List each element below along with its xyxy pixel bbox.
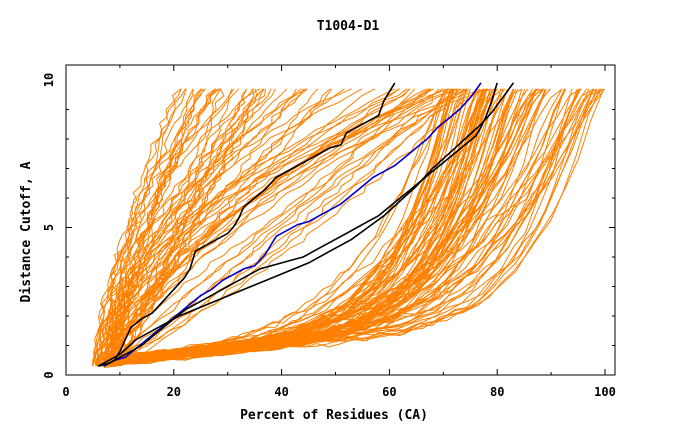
x-tick-label: 100 <box>594 385 616 399</box>
model-curve <box>103 88 456 359</box>
model-curve <box>104 88 440 367</box>
y-axis-label: Distance Cutoff, A <box>19 161 34 302</box>
x-tick-label: 60 <box>382 385 396 399</box>
model-curve <box>102 88 435 367</box>
x-tick-label: 0 <box>62 385 69 399</box>
chart-title: T1004-D1 <box>317 19 380 34</box>
model-curve <box>112 88 345 367</box>
model-curve <box>103 88 477 362</box>
highlight-series-group <box>97 82 515 367</box>
model-curve <box>110 88 264 367</box>
model-curve <box>91 88 353 367</box>
model-curve <box>103 88 578 367</box>
model-curve <box>105 88 182 367</box>
model-curve <box>103 88 545 365</box>
x-tick-label: 20 <box>167 385 181 399</box>
model-curve <box>106 88 465 367</box>
x-tick-label: 80 <box>490 385 504 399</box>
x-axis-label: Percent of Residues (CA) <box>240 408 428 423</box>
model-curve <box>118 88 225 367</box>
model-curve <box>103 88 539 358</box>
model-curve <box>103 88 446 367</box>
y-tick-label: 10 <box>42 73 56 87</box>
model-curve <box>92 88 400 367</box>
y-tick-label: 5 <box>42 224 56 231</box>
model-curve <box>93 88 203 367</box>
model-curve <box>116 88 207 367</box>
model-curve <box>103 88 544 364</box>
model-curve <box>111 88 432 367</box>
axis-ticks: 0 20 40 60 80 100 0 5 10 <box>42 65 616 399</box>
model-curve <box>110 88 396 367</box>
model-curve <box>115 88 453 367</box>
highlight-curve-black <box>98 82 498 367</box>
x-tick-label: 40 <box>274 385 288 399</box>
model-curve <box>106 88 408 367</box>
model-curve <box>103 88 467 358</box>
model-curve <box>102 88 219 367</box>
model-curve <box>96 88 458 367</box>
highlight-curve-black <box>97 82 515 367</box>
model-curve <box>100 88 450 367</box>
model-curve <box>118 88 467 367</box>
plot-frame <box>65 64 616 376</box>
orange-series-group <box>91 88 605 368</box>
y-tick-label: 0 <box>42 371 56 378</box>
model-curve <box>103 88 601 360</box>
highlight-curve-black <box>103 82 396 367</box>
model-curve <box>100 88 430 367</box>
model-curve <box>103 88 537 363</box>
model-curve <box>115 88 264 367</box>
model-curve <box>106 88 304 367</box>
model-curve <box>98 88 319 367</box>
